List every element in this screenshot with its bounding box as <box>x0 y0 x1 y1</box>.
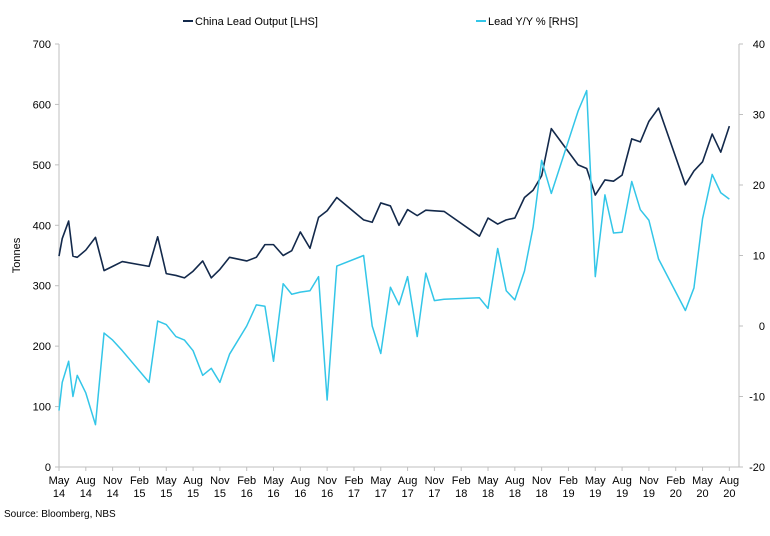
x-tick-label-year: 15 <box>160 488 172 500</box>
y-right-tick-label: 20 <box>753 180 765 192</box>
x-tick-label-month: Feb <box>344 475 363 487</box>
x-tick-label-month: May <box>478 475 499 487</box>
y-left-axis-title: Tonnes <box>11 237 23 273</box>
x-tick-label-month: Aug <box>291 475 311 487</box>
legend-label: China Lead Output [LHS] <box>195 16 318 28</box>
x-tick-label-month: Feb <box>237 475 256 487</box>
x-tick-label-month: May <box>156 475 177 487</box>
x-tick-label-month: Nov <box>317 475 337 487</box>
x-tick-label-year: 18 <box>455 488 467 500</box>
x-tick-label-year: 16 <box>294 488 306 500</box>
x-tick-label-year: 14 <box>53 488 65 500</box>
x-tick-label-month: Feb <box>130 475 149 487</box>
y-left-tick-label: 500 <box>33 160 51 172</box>
y-right-tick-label: -10 <box>749 392 765 404</box>
x-tick-label-year: 17 <box>401 488 413 500</box>
x-tick-label-year: 16 <box>267 488 279 500</box>
x-tick-label-year: 16 <box>241 488 253 500</box>
x-tick-label-month: May <box>585 475 606 487</box>
x-tick-label-month: Aug <box>612 475 632 487</box>
x-tick-label-month: May <box>263 475 284 487</box>
axes: 0 100 200 300 400 500 600 700 -20 -10 0 10 20 30 40 Ton… <box>11 39 765 500</box>
x-tick-label-year: 15 <box>187 488 199 500</box>
x-tick-label-year: 18 <box>482 488 494 500</box>
y-left-tick-label: 100 <box>33 402 51 414</box>
legend: China Lead Output [LHS] Lead Y/Y % [RHS] <box>183 16 578 28</box>
x-tick-label-year: 18 <box>536 488 548 500</box>
series-line-china-lead-output <box>58 107 731 279</box>
x-tick-label-month: May <box>370 475 391 487</box>
x-tick-label-month: May <box>49 475 70 487</box>
x-tick-label-year: 16 <box>321 488 333 500</box>
x-tick-label-year: 17 <box>428 488 440 500</box>
x-tick-label-year: 19 <box>589 488 601 500</box>
x-tick-label-month: Aug <box>505 475 525 487</box>
x-tick-label-year: 20 <box>696 488 708 500</box>
legend-label: Lead Y/Y % [RHS] <box>488 16 578 28</box>
x-tick-label-month: Feb <box>666 475 685 487</box>
x-tick-label-month: Aug <box>183 475 203 487</box>
series-line-lead-yoy <box>58 89 730 426</box>
y-right-tick-label: 10 <box>753 251 765 263</box>
x-tick-label-year: 20 <box>670 488 682 500</box>
x-tick-label-month: Feb <box>559 475 578 487</box>
x-tick-label-year: 15 <box>133 488 145 500</box>
x-tick-label-month: Nov <box>532 475 552 487</box>
x-tick-label-month: Feb <box>452 475 471 487</box>
x-tick-label-year: 20 <box>723 488 735 500</box>
x-tick-label-month: Aug <box>76 475 96 487</box>
x-tick-label-month: Aug <box>720 475 740 487</box>
x-tick-label-year: 19 <box>616 488 628 500</box>
plot-area <box>58 89 731 426</box>
x-tick-label-year: 17 <box>348 488 360 500</box>
y-left-tick-label: 300 <box>33 281 51 293</box>
x-tick-label-month: Nov <box>425 475 445 487</box>
y-right-tick-label: 40 <box>753 39 765 51</box>
y-left-tick-label: 700 <box>33 39 51 51</box>
y-left-tick-label: 600 <box>33 99 51 111</box>
y-right-tick-label: -20 <box>749 462 765 474</box>
y-right-tick-label: 0 <box>759 321 765 333</box>
y-left-tick-label: 200 <box>33 341 51 353</box>
y-right-tick-label: 30 <box>753 110 765 122</box>
x-tick-label-year: 14 <box>80 488 92 500</box>
x-tick-label-year: 19 <box>643 488 655 500</box>
x-tick-label-year: 14 <box>107 488 119 500</box>
x-tick-label-month: Nov <box>639 475 659 487</box>
x-tick-label-month: Aug <box>398 475 418 487</box>
y-left-tick-label: 0 <box>45 462 51 474</box>
x-tick-label-year: 15 <box>214 488 226 500</box>
x-tick-label-month: Nov <box>210 475 230 487</box>
x-tick-label-year: 18 <box>509 488 521 500</box>
x-tick-label-month: May <box>692 475 713 487</box>
x-tick-label-month: Nov <box>103 475 123 487</box>
x-tick-label-year: 19 <box>562 488 574 500</box>
y-left-tick-label: 400 <box>33 220 51 232</box>
source-note: Source: Bloomberg, NBS <box>4 509 116 520</box>
x-tick-label-year: 17 <box>375 488 387 500</box>
